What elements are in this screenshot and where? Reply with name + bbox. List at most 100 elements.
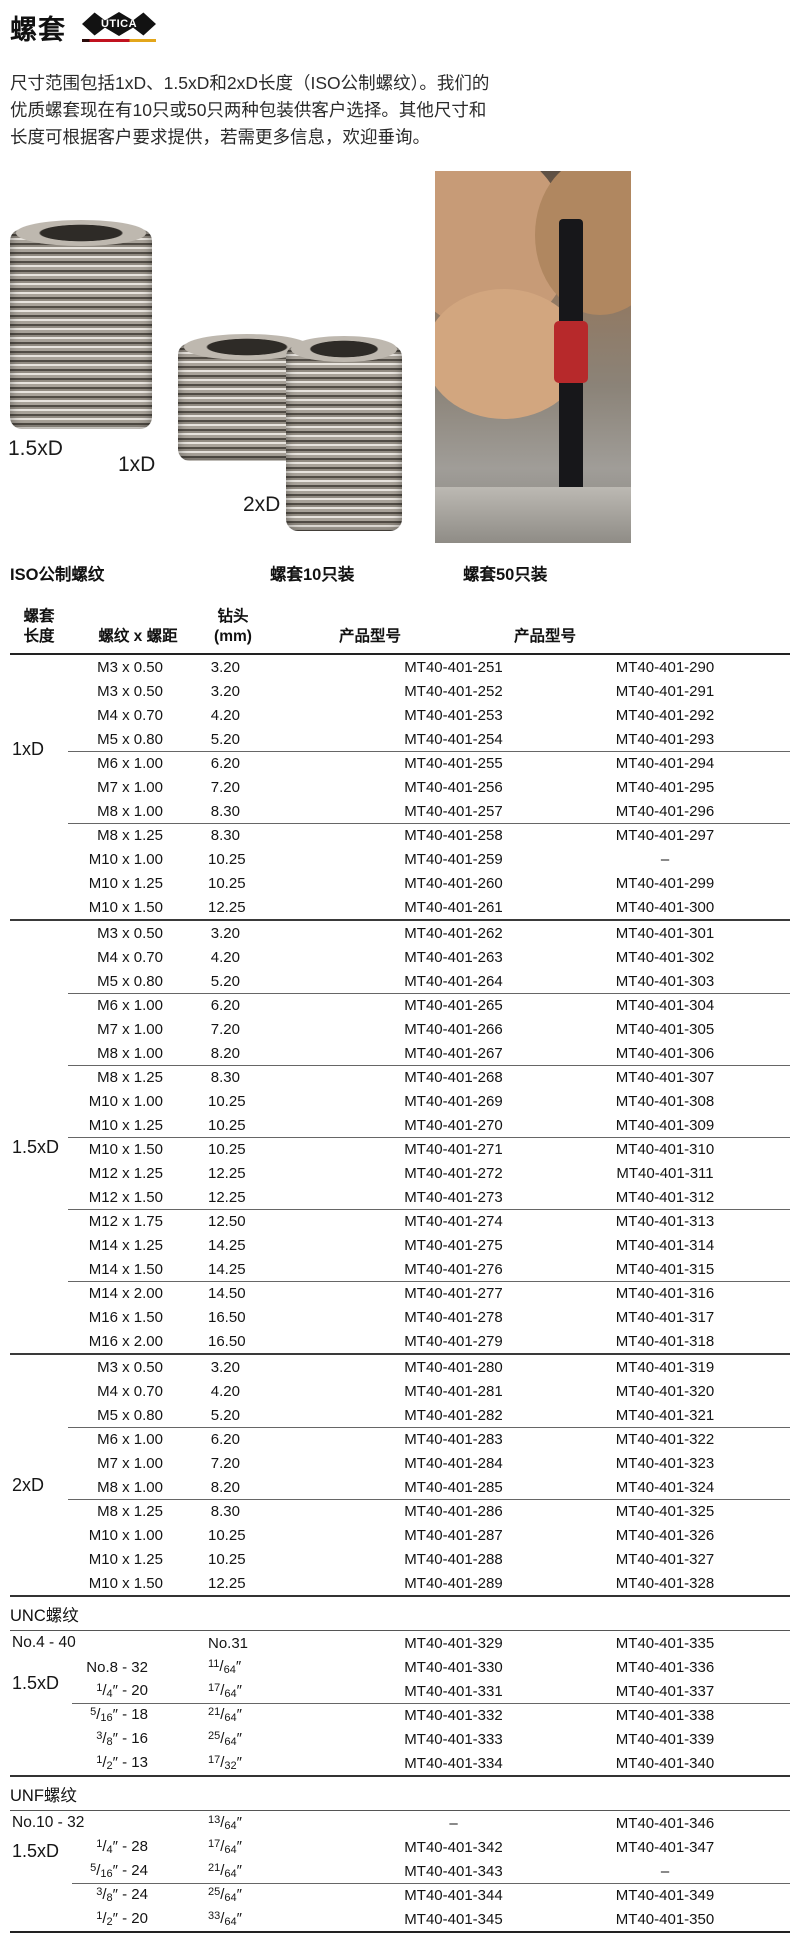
model50-cell: MT40-401-322: [615, 1430, 715, 1448]
model50-cell: MT40-401-315: [615, 1260, 715, 1278]
thread-cell: M3 x 0.50: [97, 682, 163, 700]
length-label: 1xD: [12, 739, 45, 759]
row-group: No.10 - 32 13/64″ – MT40-401-346 1/4″ - 28 17…: [10, 1811, 790, 1883]
thread-cell: M12 x 1.25: [88, 1164, 163, 1182]
model10-cell: MT40-401-344: [404, 1886, 503, 1904]
table-row: M7 x 1.00 7.20 MT40-401-266 MT40-401-305: [10, 1017, 790, 1041]
unc-table-body: 1.5xD No.4 - 40 No.31 MT40-401-329 MT40-401-…: [10, 1631, 790, 1775]
thread-cell: 1/2″ - 13: [96, 1754, 148, 1772]
utica-logo-underline: [82, 39, 156, 42]
drill-cell: 5.20: [210, 730, 240, 748]
model50-cell: MT40-401-308: [615, 1092, 715, 1110]
table-row: M10 x 1.50 12.25 MT40-401-261 MT40-401-300: [10, 895, 790, 919]
table-row: M4 x 0.70 4.20 MT40-401-253 MT40-401-292: [10, 703, 790, 727]
thread-cell: M8 x 1.25: [97, 1502, 163, 1520]
drill-cell: 14.25: [208, 1260, 246, 1278]
table-row: M8 x 1.00 8.20 MT40-401-285 MT40-401-324: [10, 1475, 790, 1499]
table-row: M5 x 0.80 5.20 MT40-401-254 MT40-401-293: [10, 727, 790, 751]
row-group: 3/8″ - 24 25/64″ MT40-401-344 MT40-401-349 1…: [10, 1883, 790, 1931]
drill-cell: 7.20: [210, 1454, 240, 1472]
table-row: M10 x 1.25 10.25 MT40-401-270 MT40-401-309: [10, 1113, 790, 1137]
row-group: M8 x 1.25 8.30 MT40-401-258 MT40-401-297 M10…: [10, 823, 790, 919]
thread-cell: No.10 - 32: [12, 1814, 85, 1831]
model10-cell: MT40-401-285: [404, 1478, 503, 1496]
model10-cell: MT40-401-342: [404, 1838, 503, 1856]
page-header: 螺套 UTICA: [0, 0, 800, 58]
table-row: No.10 - 32 13/64″ – MT40-401-346: [10, 1811, 790, 1835]
table-row: M10 x 1.50 10.25 MT40-401-271 MT40-401-310: [10, 1137, 790, 1161]
table-row: M6 x 1.00 6.20 MT40-401-283 MT40-401-322: [10, 1427, 790, 1451]
model10-cell: MT40-401-262: [404, 924, 503, 942]
thread-cell: M7 x 1.00: [97, 1454, 163, 1472]
table-row: 1/2″ - 13 17/32″ MT40-401-334 MT40-401-340: [10, 1751, 790, 1775]
model50-cell: MT40-401-327: [615, 1550, 715, 1568]
thread-cell: M10 x 1.50: [88, 1140, 163, 1158]
model10-cell: MT40-401-254: [404, 730, 503, 748]
table-row: M6 x 1.00 6.20 MT40-401-255 MT40-401-294: [10, 751, 790, 775]
model10-cell: MT40-401-266: [404, 1020, 503, 1038]
model10-cell: MT40-401-334: [404, 1754, 503, 1772]
table-bottom-rule: [10, 1931, 790, 1933]
model50-cell: MT40-401-301: [615, 924, 715, 942]
table-section: 1.5xD No.4 - 40 No.31 MT40-401-329 MT40-401-…: [10, 1631, 790, 1775]
drill-cell: 3.20: [210, 682, 240, 700]
drill-cell: 12.25: [208, 1188, 246, 1206]
drill-cell: 14.25: [208, 1236, 246, 1254]
length-label: 1.5xD: [12, 1673, 60, 1693]
table-row: M14 x 1.50 14.25 MT40-401-276 MT40-401-315: [10, 1257, 790, 1281]
row-group: M3 x 0.50 3.20 MT40-401-251 MT40-401-290 M3 …: [10, 655, 790, 751]
model10-cell: –: [449, 1814, 458, 1832]
thread-cell: M5 x 0.80: [97, 1406, 163, 1424]
drill-cell: 11/64″: [208, 1658, 242, 1676]
thread-cell: M10 x 1.00: [88, 1526, 163, 1544]
model10-cell: MT40-401-284: [404, 1454, 503, 1472]
model10-cell: MT40-401-269: [404, 1092, 503, 1110]
model50-cell: MT40-401-294: [615, 754, 715, 772]
drill-cell: 16.50: [208, 1308, 246, 1326]
table-row: M5 x 0.80 5.20 MT40-401-282 MT40-401-321: [10, 1403, 790, 1427]
thread-cell: M10 x 1.00: [88, 1092, 163, 1110]
thread-cell: M5 x 0.80: [97, 972, 163, 990]
figure-label-1-5xd: 1.5xD: [8, 437, 63, 460]
model50-cell: MT40-401-291: [615, 682, 715, 700]
drill-cell: 10.25: [208, 1116, 246, 1134]
table-section: 1.5xD M3 x 0.50 3.20 MT40-401-262 MT40-401-3…: [10, 919, 790, 1353]
drill-cell: 5.20: [210, 1406, 240, 1424]
model50-cell: MT40-401-309: [615, 1116, 715, 1134]
model50-cell: MT40-401-325: [615, 1502, 715, 1520]
model10-cell: MT40-401-279: [404, 1332, 503, 1350]
model10-cell: MT40-401-278: [404, 1308, 503, 1326]
table-row: M4 x 0.70 4.20 MT40-401-281 MT40-401-320: [10, 1379, 790, 1403]
model50-cell: MT40-401-338: [615, 1706, 715, 1724]
model50-cell: MT40-401-300: [615, 898, 715, 916]
row-group: M14 x 2.00 14.50 MT40-401-277 MT40-401-316 M…: [10, 1281, 790, 1353]
drill-cell: 25/64″: [208, 1730, 242, 1748]
figure-label-1xd: 1xD: [118, 453, 156, 476]
row-group: M3 x 0.50 3.20 MT40-401-262 MT40-401-301 M4 …: [10, 921, 790, 993]
length-label: 1.5xD: [12, 1137, 60, 1157]
thread-cell: M4 x 0.70: [97, 706, 163, 724]
model10-cell: MT40-401-283: [404, 1430, 503, 1448]
table-row: M10 x 1.00 10.25 MT40-401-269 MT40-401-308: [10, 1089, 790, 1113]
table-row: 5/16″ - 18 21/64″ MT40-401-332 MT40-401-338: [10, 1703, 790, 1727]
model10-cell: MT40-401-332: [404, 1706, 503, 1724]
drill-cell: 21/64″: [208, 1706, 242, 1724]
drill-cell: 8.30: [210, 1068, 240, 1086]
model10-cell: MT40-401-258: [404, 826, 503, 844]
thread-cell: M7 x 1.00: [97, 778, 163, 796]
table-section: 1.5xD No.10 - 32 13/64″ – MT40-401-346 1/4″ -…: [10, 1811, 790, 1931]
model50-cell: MT40-401-337: [615, 1682, 715, 1700]
column-header-model10: 产品型号: [338, 628, 401, 645]
drill-cell: 10.25: [208, 850, 246, 868]
thread-cell: M3 x 0.50: [97, 658, 163, 676]
unc-section-heading: UNC螺纹: [10, 1595, 790, 1631]
page-title: 螺套: [10, 15, 66, 45]
model10-cell: MT40-401-256: [404, 778, 503, 796]
row-group: M8 x 1.25 8.30 MT40-401-268 MT40-401-307 M10…: [10, 1065, 790, 1137]
thread-cell: 3/8″ - 24: [96, 1886, 148, 1904]
table-row: 5/16″ - 24 21/64″ MT40-401-343 –: [10, 1859, 790, 1883]
drill-cell: 10.25: [208, 874, 246, 892]
model10-cell: MT40-401-271: [404, 1140, 503, 1158]
table-row: 1/4″ - 20 17/64″ MT40-401-331 MT40-401-337: [10, 1679, 790, 1703]
table-row: M3 x 0.50 3.20 MT40-401-280 MT40-401-319: [10, 1355, 790, 1379]
